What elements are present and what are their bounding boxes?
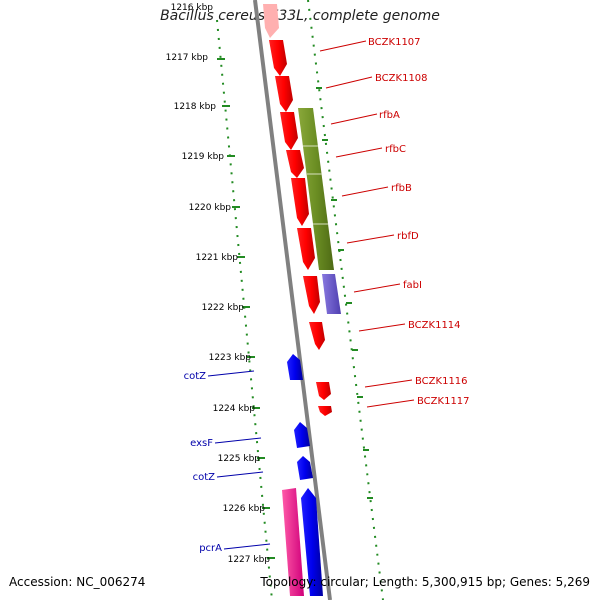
tick-label: 1219 kbp — [182, 152, 225, 162]
gene-arrow[interactable] — [303, 276, 320, 314]
gene-label[interactable]: BCZK1114 — [408, 320, 461, 331]
pink-feature[interactable] — [282, 488, 304, 596]
accession-text: Accession: NC_006274 — [9, 575, 146, 589]
tick-label: 1225 kbp — [218, 454, 261, 464]
gene-arrow[interactable] — [275, 76, 293, 112]
gene-label[interactable]: BCZK1107 — [368, 37, 421, 48]
label-leader — [353, 283, 401, 293]
gene-label[interactable]: cotZ — [193, 472, 216, 483]
gene-arrow[interactable] — [309, 322, 325, 350]
gene-arrow[interactable] — [294, 422, 310, 448]
fabi-feature[interactable] — [322, 274, 341, 314]
gene-label[interactable]: BCZK1117 — [417, 396, 470, 407]
gene-label[interactable]: rfbC — [385, 144, 406, 155]
tick-label: 1221 kbp — [196, 253, 239, 263]
label-leader — [330, 113, 378, 125]
gene-arrow[interactable] — [263, 4, 279, 38]
label-leader — [207, 370, 255, 377]
gene-label[interactable]: pcrA — [199, 543, 222, 554]
gene-label[interactable]: BCZK1116 — [415, 376, 468, 387]
label-leader — [216, 471, 264, 478]
gene-arrow[interactable] — [301, 488, 323, 596]
genome-backbone — [253, 0, 332, 600]
gene-label[interactable]: cotZ — [184, 371, 207, 382]
right-tick-rail — [307, 0, 384, 600]
label-leader — [366, 399, 415, 408]
gene-arrow[interactable] — [318, 406, 332, 416]
gene-label[interactable]: rfbB — [391, 183, 412, 194]
gene-label[interactable]: rbfD — [397, 231, 419, 242]
map-title: Bacillus cereus E33L, complete genome — [160, 8, 440, 24]
label-leader — [358, 323, 406, 332]
gene-label[interactable]: rfbA — [379, 110, 400, 121]
gene-arrow[interactable] — [286, 150, 304, 178]
gene-arrow[interactable] — [316, 382, 331, 400]
gene-arrow[interactable] — [297, 228, 315, 270]
label-leader — [364, 379, 413, 388]
gene-label[interactable]: BCZK1108 — [375, 73, 428, 84]
gene-label[interactable]: fabI — [403, 280, 422, 291]
tick-label: 1224 kbp — [213, 404, 256, 414]
tick-label: 1220 kbp — [189, 203, 232, 213]
gene-arrow[interactable] — [287, 354, 303, 380]
label-leader — [341, 186, 389, 197]
tick-label: 1227 kbp — [228, 555, 271, 565]
tick-marks — [217, 58, 373, 559]
gene-arrow[interactable] — [280, 112, 298, 150]
gene-arrow[interactable] — [269, 40, 287, 76]
operon-feature[interactable] — [298, 108, 334, 270]
label-leader — [319, 40, 367, 52]
tick-label: 1223 kbp — [209, 353, 252, 363]
tick-label: 1226 kbp — [223, 504, 266, 514]
label-leader — [214, 437, 262, 444]
tick-label: 1218 kbp — [174, 102, 217, 112]
tick-label: 1216 kbp — [171, 3, 214, 13]
tick-label: 1217 kbp — [166, 53, 209, 63]
tick-label: 1222 kbp — [202, 303, 245, 313]
gene-label[interactable]: exsF — [190, 438, 213, 449]
genome-summary-text: Topology: circular; Length: 5,300,915 bp… — [260, 575, 590, 589]
gene-arrow[interactable] — [297, 456, 313, 480]
label-leader — [223, 543, 271, 550]
label-leader — [335, 147, 383, 158]
label-leader — [325, 76, 373, 89]
gene-arrow[interactable] — [291, 178, 309, 226]
label-leader — [346, 234, 395, 244]
